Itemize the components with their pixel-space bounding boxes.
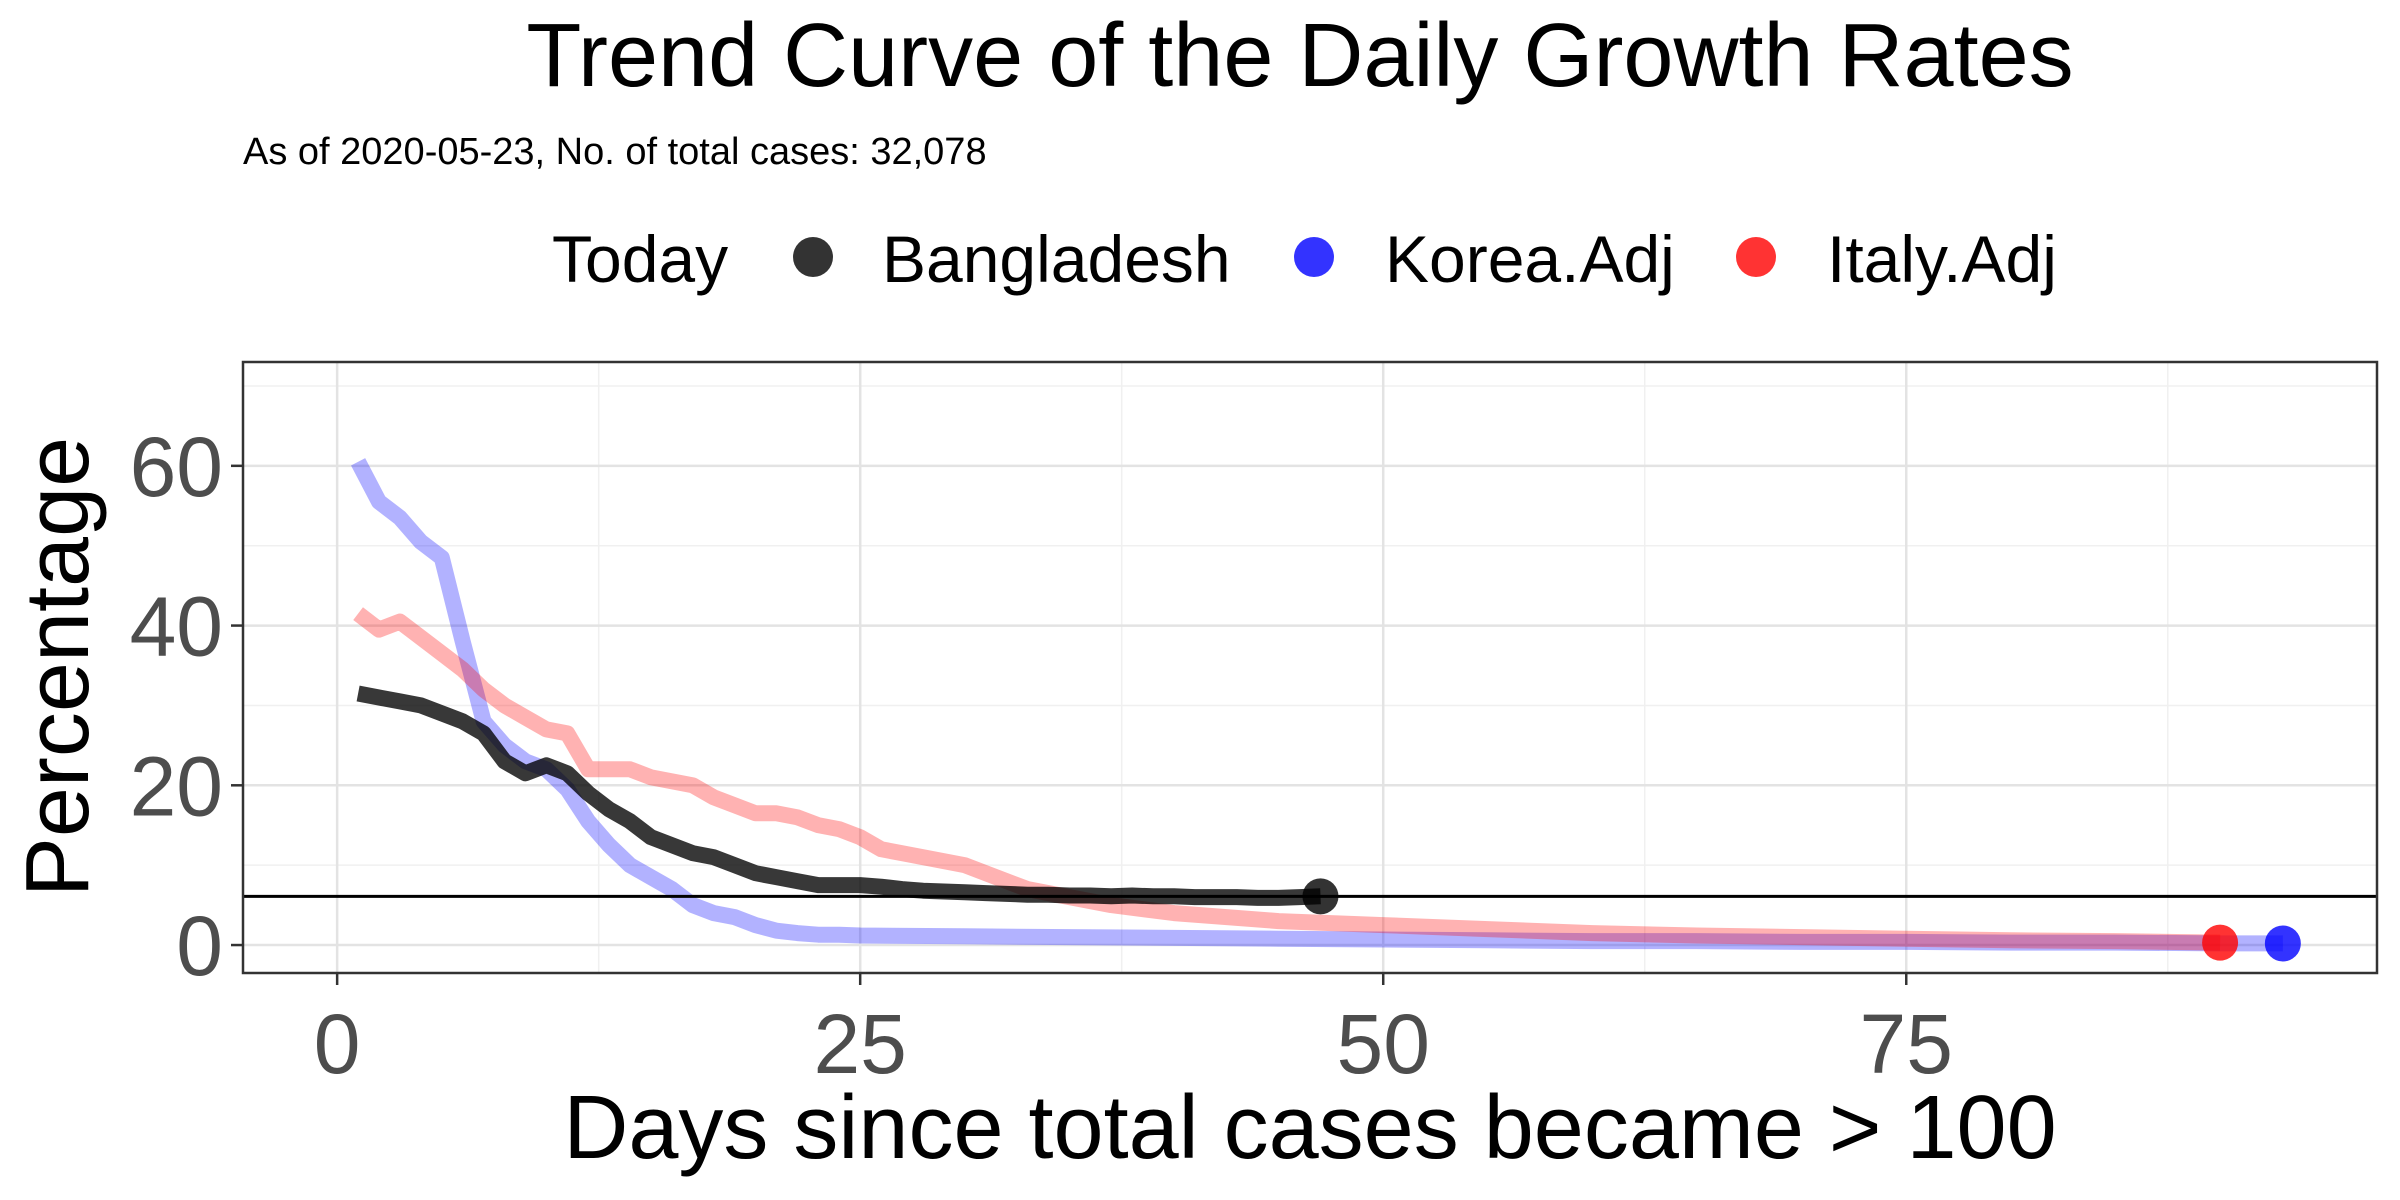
plot-panel xyxy=(243,362,2377,973)
y-tick-label: 0 xyxy=(176,899,223,993)
grid-major xyxy=(243,362,2377,973)
series-end-points xyxy=(1302,878,2301,962)
legend-key-bangladesh xyxy=(793,237,833,277)
x-tick-label: 75 xyxy=(1860,997,1953,1091)
y-tick-label: 60 xyxy=(130,420,223,514)
end-point-bangladesh xyxy=(1302,878,1339,915)
plot-border xyxy=(241,360,2379,975)
legend-title: Today xyxy=(552,222,728,296)
end-point-italy-adj xyxy=(2202,924,2239,961)
x-axis: 0 25 50 75 xyxy=(314,973,1953,1091)
end-point-korea-adj xyxy=(2264,925,2301,962)
x-tick-label: 25 xyxy=(813,997,906,1091)
legend-label-bangladesh: Bangladesh xyxy=(882,222,1231,296)
chart-title: Trend Curve of the Daily Growth Rates xyxy=(526,6,2073,106)
legend-label-italy-adj: Italy.Adj xyxy=(1827,222,2057,296)
series-line-italy-adj xyxy=(353,607,2221,951)
x-axis-title: Days since total cases became > 100 xyxy=(563,1078,2056,1178)
legend-key-italy-adj xyxy=(1736,237,1776,277)
x-tick-label: 50 xyxy=(1337,997,1430,1091)
y-tick-label: 40 xyxy=(130,580,223,674)
grid-minor xyxy=(243,362,2377,973)
y-axis-title: Percentage xyxy=(8,437,108,897)
legend: Today Bangladesh Korea.Adj Italy.Adj xyxy=(552,222,2057,296)
y-axis: 0 20 40 60 xyxy=(130,420,243,993)
x-tick-label: 0 xyxy=(314,997,361,1091)
legend-key-korea-adj xyxy=(1294,237,1334,277)
y-tick-label: 20 xyxy=(130,739,223,833)
legend-label-korea-adj: Korea.Adj xyxy=(1385,222,1675,296)
chart-subtitle: As of 2020-05-23, No. of total cases: 32… xyxy=(243,131,987,173)
